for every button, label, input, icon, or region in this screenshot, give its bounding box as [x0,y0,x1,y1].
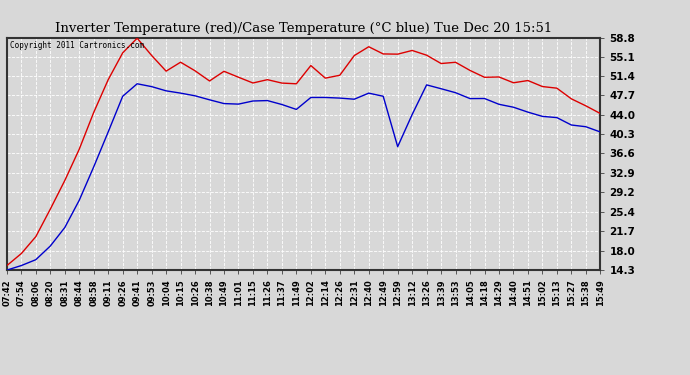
Text: Copyright 2011 Cartronics.com: Copyright 2011 Cartronics.com [10,41,144,50]
Title: Inverter Temperature (red)/Case Temperature (°C blue) Tue Dec 20 15:51: Inverter Temperature (red)/Case Temperat… [55,22,552,35]
